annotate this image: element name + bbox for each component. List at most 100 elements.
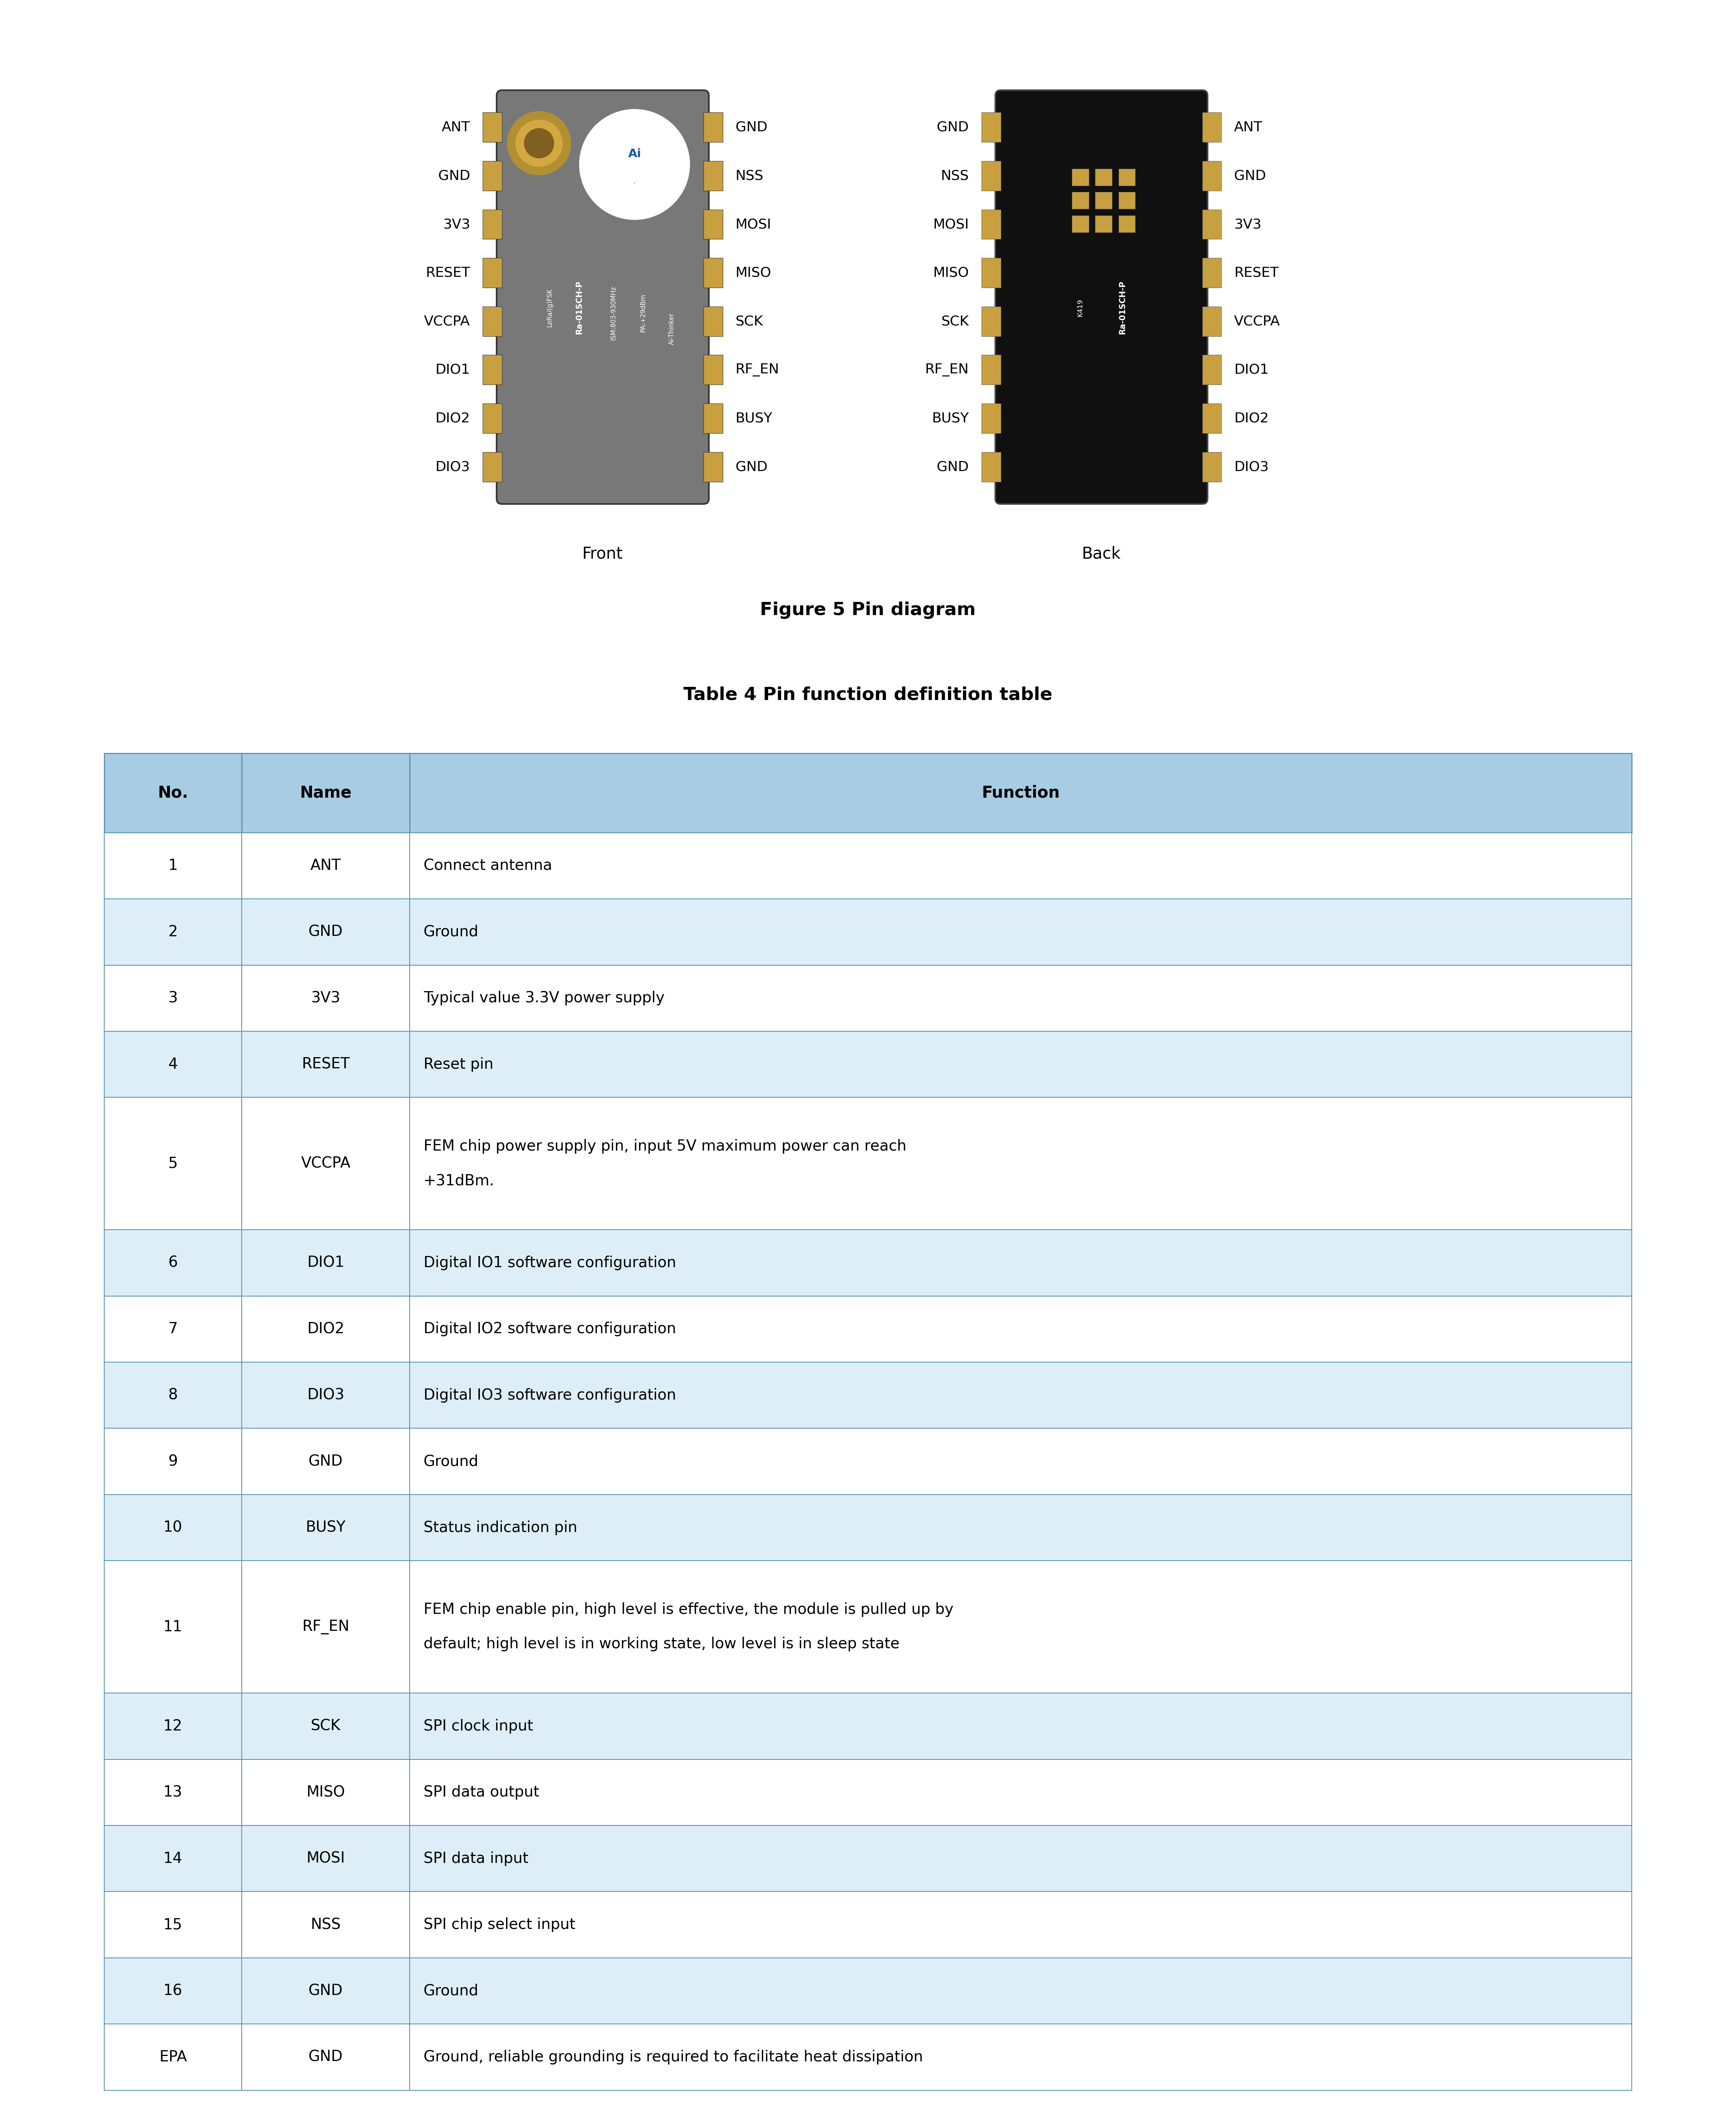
Bar: [981, 259, 1000, 289]
Text: +31dBm.: +31dBm.: [424, 1173, 495, 1188]
Bar: [703, 306, 722, 335]
Text: DIO1: DIO1: [307, 1256, 344, 1271]
Text: 11: 11: [163, 1619, 182, 1634]
Circle shape: [516, 119, 562, 166]
Bar: [104, 966, 241, 1031]
Bar: [104, 1891, 241, 1959]
Text: BUSY: BUSY: [306, 1519, 345, 1534]
Bar: [410, 1494, 1632, 1560]
Bar: [410, 1428, 1632, 1494]
Bar: [1203, 306, 1222, 335]
Bar: [483, 259, 502, 289]
Bar: [241, 1231, 410, 1297]
Bar: [1095, 191, 1113, 208]
Text: SPI data input: SPI data input: [424, 1850, 528, 1865]
Text: SPI data output: SPI data output: [424, 1785, 540, 1799]
Bar: [981, 354, 1000, 384]
Bar: [410, 1031, 1632, 1097]
Text: RESET: RESET: [302, 1057, 349, 1072]
Bar: [104, 753, 241, 832]
Text: NSS: NSS: [311, 1918, 340, 1931]
Bar: [104, 1693, 241, 1759]
Text: MOSI: MOSI: [736, 219, 771, 231]
Bar: [1118, 168, 1135, 185]
Bar: [1203, 161, 1222, 191]
Bar: [981, 403, 1000, 433]
Text: SCK: SCK: [941, 314, 969, 329]
Bar: [241, 1428, 410, 1494]
Bar: [241, 1560, 410, 1693]
Text: Ground: Ground: [424, 925, 479, 940]
Text: 2: 2: [168, 925, 177, 940]
Bar: [1203, 259, 1222, 289]
Bar: [104, 1759, 241, 1825]
Text: GND: GND: [736, 121, 767, 134]
Bar: [104, 1031, 241, 1097]
Text: Reset pin: Reset pin: [424, 1057, 493, 1072]
Text: Connect antenna: Connect antenna: [424, 859, 552, 872]
Text: Function: Function: [981, 785, 1061, 802]
Text: Digital IO3 software configuration: Digital IO3 software configuration: [424, 1388, 675, 1403]
Bar: [241, 1825, 410, 1891]
Text: DIO2: DIO2: [436, 412, 470, 424]
Bar: [241, 1362, 410, 1428]
Text: ANT: ANT: [311, 859, 340, 872]
Bar: [483, 354, 502, 384]
Text: MOSI: MOSI: [306, 1850, 345, 1865]
Text: DIO3: DIO3: [436, 460, 470, 473]
Bar: [981, 161, 1000, 191]
Text: 4: 4: [168, 1057, 177, 1072]
Text: GND: GND: [309, 2050, 344, 2065]
Bar: [410, 1297, 1632, 1362]
Text: GND: GND: [937, 121, 969, 134]
Text: Figure 5 Pin diagram: Figure 5 Pin diagram: [760, 601, 976, 620]
Bar: [104, 1297, 241, 1362]
Bar: [104, 1097, 241, 1231]
Text: 14: 14: [163, 1850, 182, 1865]
Text: RESET: RESET: [1234, 265, 1279, 280]
Text: DIO2: DIO2: [1234, 412, 1269, 424]
Text: 15: 15: [163, 1918, 182, 1931]
Bar: [241, 1891, 410, 1959]
Text: 3V3: 3V3: [443, 219, 470, 231]
Text: 8: 8: [168, 1388, 177, 1403]
Text: No.: No.: [158, 785, 187, 802]
Bar: [703, 112, 722, 142]
Bar: [410, 1825, 1632, 1891]
FancyBboxPatch shape: [995, 89, 1208, 505]
Bar: [410, 2024, 1632, 2090]
Bar: [483, 403, 502, 433]
Text: MISO: MISO: [306, 1785, 345, 1799]
Bar: [241, 1494, 410, 1560]
Bar: [241, 753, 410, 832]
Bar: [241, 1759, 410, 1825]
Bar: [981, 452, 1000, 482]
Text: SCK: SCK: [311, 1719, 340, 1734]
Bar: [981, 306, 1000, 335]
Text: LoRa/(g)FSK: LoRa/(g)FSK: [547, 289, 554, 327]
Bar: [410, 753, 1632, 832]
Bar: [410, 1891, 1632, 1959]
Text: MISO: MISO: [736, 265, 771, 280]
Bar: [104, 832, 241, 900]
Bar: [703, 259, 722, 289]
Text: ISM:803-930MHz: ISM:803-930MHz: [609, 286, 616, 340]
Bar: [104, 1231, 241, 1297]
Text: DIO1: DIO1: [436, 363, 470, 376]
Bar: [410, 966, 1632, 1031]
Bar: [703, 354, 722, 384]
Bar: [483, 210, 502, 240]
Text: DIO3: DIO3: [1234, 460, 1269, 473]
Text: SPI chip select input: SPI chip select input: [424, 1918, 575, 1931]
Text: FEM chip power supply pin, input 5V maximum power can reach: FEM chip power supply pin, input 5V maxi…: [424, 1140, 906, 1154]
Text: Status indication pin: Status indication pin: [424, 1519, 578, 1534]
Text: Table 4 Pin function definition table: Table 4 Pin function definition table: [684, 685, 1052, 705]
Text: MOSI: MOSI: [932, 219, 969, 231]
Bar: [410, 1560, 1632, 1693]
Text: default; high level is in working state, low level is in sleep state: default; high level is in working state,…: [424, 1636, 899, 1651]
Bar: [241, 1297, 410, 1362]
Bar: [1203, 403, 1222, 433]
Text: RF_EN: RF_EN: [736, 363, 779, 376]
Text: Digital IO2 software configuration: Digital IO2 software configuration: [424, 1322, 675, 1337]
Bar: [410, 1759, 1632, 1825]
